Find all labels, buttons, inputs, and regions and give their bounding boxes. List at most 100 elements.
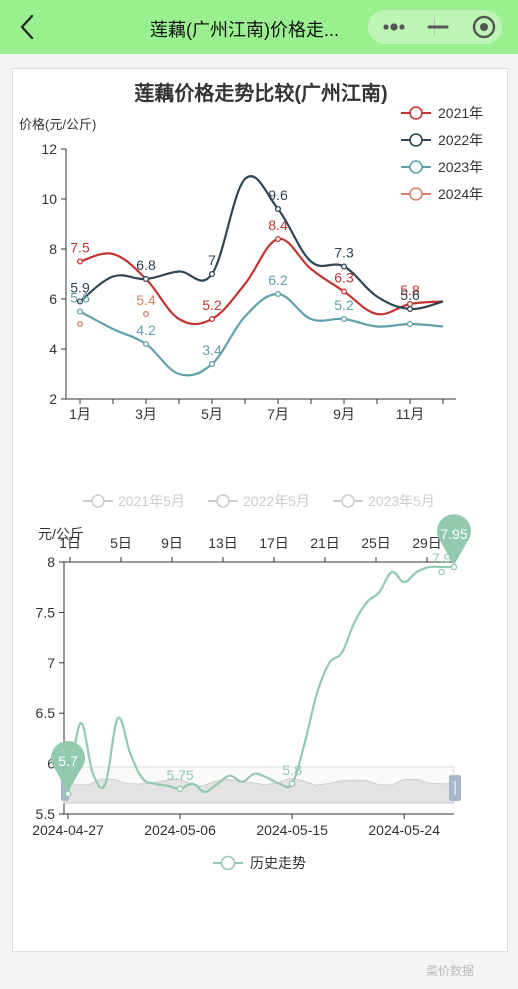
data-point <box>340 263 348 270</box>
data-point <box>76 298 84 305</box>
y-axis-label-2: 元/公斤 <box>38 526 84 542</box>
legend-label: 2021年 <box>438 105 483 121</box>
legend-label: 2021年5月 <box>118 493 185 509</box>
data-point <box>208 270 216 278</box>
y-tick-label: 6 <box>49 291 57 307</box>
y-tick-label: 6 <box>47 756 55 772</box>
chart-title: 莲藕价格走势比较(广州江南) <box>134 81 387 105</box>
max-min-pin <box>437 514 471 566</box>
data-point <box>76 258 84 265</box>
data-point <box>142 340 150 348</box>
data-label: 5.8 <box>282 762 302 778</box>
top-x-tick-label: 1日 <box>59 535 81 551</box>
data-label: 5.6 <box>70 290 90 306</box>
data-point <box>76 320 84 328</box>
minimize-icon <box>427 25 449 29</box>
y-axis-label: 价格(元/公斤) <box>19 117 96 132</box>
data-point <box>340 315 348 323</box>
top-x-tick-label: 25日 <box>361 535 391 551</box>
data-point <box>64 790 72 798</box>
data-label: 3.4 <box>202 342 222 358</box>
legend-marker <box>220 855 236 871</box>
data-label: 5.6 <box>400 287 420 303</box>
x-tick-label: 2024-05-15 <box>256 822 328 838</box>
legend-marker <box>409 187 423 201</box>
y-tick-label: 6.5 <box>36 705 56 721</box>
data-label: 7.9 <box>432 550 452 566</box>
data-label: 5.9 <box>70 280 90 296</box>
data-label: 7.5 <box>70 240 90 256</box>
data-point <box>450 563 458 571</box>
pin-label: 5.7 <box>58 753 78 769</box>
y-tick-label: 5.5 <box>36 806 56 822</box>
data-point <box>406 320 414 328</box>
legend-label: 历史走势 <box>250 855 306 871</box>
x-tick-label: 2024-04-27 <box>32 822 104 838</box>
top-x-tick-label: 13日 <box>208 535 238 551</box>
data-label: 7 <box>208 252 216 268</box>
minimize-button[interactable] <box>416 10 460 44</box>
legend-marker <box>341 494 355 508</box>
x-tick-label: 5月 <box>201 406 223 422</box>
data-label: 6.8 <box>136 257 156 273</box>
data-label: 5.8 <box>400 282 420 298</box>
y-tick-label: 7.5 <box>36 604 56 620</box>
series-line <box>79 292 444 377</box>
data-point <box>438 568 445 576</box>
close-button[interactable] <box>460 10 504 44</box>
data-point <box>142 310 150 318</box>
data-label: 6.2 <box>268 272 288 288</box>
back-button[interactable] <box>14 12 44 42</box>
x-tick-label: 2024-05-06 <box>144 822 216 838</box>
data-point <box>288 780 296 788</box>
top-x-tick-label: 21日 <box>310 535 340 551</box>
data-point <box>340 288 348 295</box>
top-bar: 莲藕(广州江南)价格走... <box>0 0 518 54</box>
chevron-left-icon <box>20 14 34 40</box>
data-label: 6.3 <box>334 270 354 286</box>
pin-label: 7.95 <box>440 526 467 542</box>
data-point <box>208 360 216 368</box>
data-point <box>142 275 150 283</box>
legend-label: 2023年5月 <box>368 493 435 509</box>
data-point <box>208 315 216 323</box>
x-tick-label: 7月 <box>267 406 289 422</box>
legend-marker <box>409 160 423 174</box>
data-label: 5.2 <box>202 297 222 313</box>
legend-label: 2024年 <box>438 186 483 202</box>
x-tick-label: 1月 <box>69 406 91 422</box>
data-point <box>274 235 282 243</box>
data-point <box>274 290 282 298</box>
watermark: 菜价数据 <box>426 964 475 978</box>
x-tick-label: 11月 <box>396 406 425 422</box>
max-min-pin <box>51 741 85 792</box>
more-dots-icon <box>383 23 405 31</box>
legend-label: 2022年 <box>438 132 483 148</box>
legend-label: 2023年 <box>438 159 483 175</box>
mini-program-capsule <box>368 10 502 44</box>
data-label: 7.3 <box>334 245 354 261</box>
legend-marker <box>91 494 105 508</box>
data-point <box>76 308 84 315</box>
data-label: 5.4 <box>136 292 156 308</box>
data-label: 8.4 <box>268 217 288 233</box>
top-x-tick-label: 29日 <box>412 535 442 551</box>
y-tick-label: 7 <box>47 655 55 671</box>
chart-card: 莲藕价格走势比较(广州江南) 价格(元/公斤) 2 4 6 8 10 12 1月 3月 5月 7月… <box>12 68 508 952</box>
legend-marker <box>216 494 230 508</box>
y-tick-label: 8 <box>49 241 57 257</box>
top-x-tick-label: 17日 <box>259 535 289 551</box>
x-tick-label: 2024-05-24 <box>368 822 440 838</box>
data-label: 9.6 <box>268 187 288 203</box>
legend-marker <box>409 106 423 120</box>
series-line <box>79 175 444 311</box>
data-point <box>274 205 282 213</box>
more-button[interactable] <box>372 10 416 44</box>
top-x-tick-label: 9日 <box>161 535 183 551</box>
chart-canvas: 莲藕价格走势比较(广州江南) 价格(元/公斤) 2 4 6 8 10 12 1月 3月 5月 7月… <box>19 81 483 871</box>
x-tick-label: 9月 <box>333 406 355 422</box>
y-tick-label: 4 <box>49 341 57 357</box>
data-label: 5.75 <box>166 767 193 783</box>
top-x-tick-label: 5日 <box>110 535 132 551</box>
data-point <box>176 785 184 793</box>
